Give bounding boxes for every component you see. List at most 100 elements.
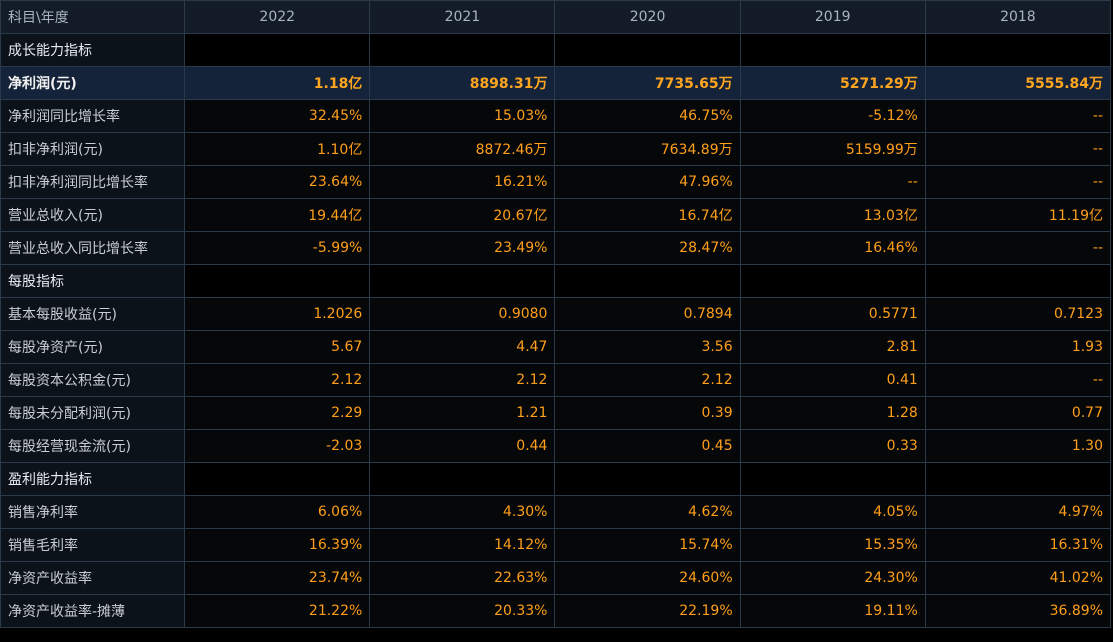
table-row-gross-profit-margin[interactable]: 销售毛利率 16.39% 14.12% 15.74% 15.35% 16.31% — [0, 528, 1112, 562]
table-body: 成长能力指标 净利润(元) 1.18亿 8898.31万 7735.65万 52… — [0, 33, 1112, 628]
header-corner-label: 科目\年度 — [0, 0, 186, 34]
value-cell: 22.19% — [554, 594, 741, 628]
table-row-net-profit-growth[interactable]: 净利润同比增长率 32.45% 15.03% 46.75% -5.12% -- — [0, 99, 1112, 133]
value-cell: 1.28 — [739, 396, 926, 430]
value-cell: 4.97% — [924, 495, 1112, 529]
table-row-deducted-net-profit-growth[interactable]: 扣非净利润同比增长率 23.64% 16.21% 47.96% -- -- — [0, 165, 1112, 199]
header-year-2022[interactable]: 2022 — [184, 0, 371, 34]
table-row-net-profit[interactable]: 净利润(元) 1.18亿 8898.31万 7735.65万 5271.29万 … — [0, 66, 1112, 100]
value-cell: 16.74亿 — [554, 198, 741, 232]
table-row-net-profit-margin[interactable]: 销售净利率 6.06% 4.30% 4.62% 4.05% 4.97% — [0, 495, 1112, 529]
value-cell: 4.30% — [369, 495, 556, 529]
section-title: 成长能力指标 — [0, 33, 186, 67]
value-cell: 2.29 — [184, 396, 371, 430]
table-row-operating-cash-flow-per-share[interactable]: 每股经营现金流(元) -2.03 0.44 0.45 0.33 1.30 — [0, 429, 1112, 463]
row-label: 净利润同比增长率 — [0, 99, 186, 133]
value-cell: 14.12% — [369, 528, 556, 562]
value-cell: 20.33% — [369, 594, 556, 628]
header-year-2020[interactable]: 2020 — [554, 0, 741, 34]
value-cell: 24.30% — [739, 561, 926, 595]
section-title: 每股指标 — [0, 264, 186, 298]
value-cell: 0.7894 — [554, 297, 741, 331]
header-year-2019[interactable]: 2019 — [739, 0, 926, 34]
value-cell: 16.39% — [184, 528, 371, 562]
header-year-2021[interactable]: 2021 — [369, 0, 556, 34]
value-cell: 5.67 — [184, 330, 371, 364]
header-year-2018[interactable]: 2018 — [924, 0, 1112, 34]
value-cell: 1.2026 — [184, 297, 371, 331]
value-cell: 0.77 — [924, 396, 1112, 430]
value-cell: 1.30 — [924, 429, 1112, 463]
row-label: 每股经营现金流(元) — [0, 429, 186, 463]
empty-cell — [739, 33, 926, 67]
value-cell: 6.06% — [184, 495, 371, 529]
table-row-roe-diluted[interactable]: 净资产收益率-摊薄 21.22% 20.33% 22.19% 19.11% 36… — [0, 594, 1112, 628]
value-cell: 2.12 — [184, 363, 371, 397]
section-title: 盈利能力指标 — [0, 462, 186, 496]
empty-cell — [369, 264, 556, 298]
value-cell: 0.33 — [739, 429, 926, 463]
table-row-capital-reserve-per-share[interactable]: 每股资本公积金(元) 2.12 2.12 2.12 0.41 -- — [0, 363, 1112, 397]
value-cell: 20.67亿 — [369, 198, 556, 232]
empty-cell — [739, 462, 926, 496]
value-cell: 0.41 — [739, 363, 926, 397]
value-cell: 1.18亿 — [184, 66, 371, 100]
empty-cell — [554, 462, 741, 496]
value-cell: 19.44亿 — [184, 198, 371, 232]
value-cell: 0.5771 — [739, 297, 926, 331]
value-cell: 4.47 — [369, 330, 556, 364]
value-cell: 21.22% — [184, 594, 371, 628]
empty-cell — [184, 462, 371, 496]
value-cell: -2.03 — [184, 429, 371, 463]
table-row-roe[interactable]: 净资产收益率 23.74% 22.63% 24.60% 24.30% 41.02… — [0, 561, 1112, 595]
value-cell: 41.02% — [924, 561, 1112, 595]
financial-indicators-table: 科目\年度 2022 2021 2020 2019 2018 成长能力指标 净利… — [0, 0, 1112, 628]
value-cell: -- — [739, 165, 926, 199]
value-cell: 1.93 — [924, 330, 1112, 364]
section-row-per-share: 每股指标 — [0, 264, 1112, 298]
value-cell: 5159.99万 — [739, 132, 926, 166]
value-cell: 2.12 — [554, 363, 741, 397]
row-label: 每股未分配利润(元) — [0, 396, 186, 430]
value-cell: 16.46% — [739, 231, 926, 265]
value-cell: 46.75% — [554, 99, 741, 133]
value-cell: 23.64% — [184, 165, 371, 199]
value-cell: 23.49% — [369, 231, 556, 265]
value-cell: 15.74% — [554, 528, 741, 562]
row-label: 销售净利率 — [0, 495, 186, 529]
value-cell: 16.31% — [924, 528, 1112, 562]
value-cell: 4.05% — [739, 495, 926, 529]
row-label: 营业总收入(元) — [0, 198, 186, 232]
section-row-profitability: 盈利能力指标 — [0, 462, 1112, 496]
section-row-growth: 成长能力指标 — [0, 33, 1112, 67]
row-label: 净利润(元) — [0, 66, 186, 100]
value-cell: 8872.46万 — [369, 132, 556, 166]
value-cell: 24.60% — [554, 561, 741, 595]
value-cell: 0.9080 — [369, 297, 556, 331]
table-row-nav-per-share[interactable]: 每股净资产(元) 5.67 4.47 3.56 2.81 1.93 — [0, 330, 1112, 364]
value-cell: 0.44 — [369, 429, 556, 463]
table-row-total-revenue-growth[interactable]: 营业总收入同比增长率 -5.99% 23.49% 28.47% 16.46% -… — [0, 231, 1112, 265]
row-label: 每股净资产(元) — [0, 330, 186, 364]
row-label: 扣非净利润(元) — [0, 132, 186, 166]
row-label: 净资产收益率-摊薄 — [0, 594, 186, 628]
value-cell: 4.62% — [554, 495, 741, 529]
table-row-undistributed-profit-per-share[interactable]: 每股未分配利润(元) 2.29 1.21 0.39 1.28 0.77 — [0, 396, 1112, 430]
value-cell: 19.11% — [739, 594, 926, 628]
row-label: 每股资本公积金(元) — [0, 363, 186, 397]
value-cell: 47.96% — [554, 165, 741, 199]
value-cell: -5.99% — [184, 231, 371, 265]
table-row-deducted-net-profit[interactable]: 扣非净利润(元) 1.10亿 8872.46万 7634.89万 5159.99… — [0, 132, 1112, 166]
value-cell: -- — [924, 363, 1112, 397]
empty-cell — [184, 264, 371, 298]
table-row-basic-eps[interactable]: 基本每股收益(元) 1.2026 0.9080 0.7894 0.5771 0.… — [0, 297, 1112, 331]
table-row-total-revenue[interactable]: 营业总收入(元) 19.44亿 20.67亿 16.74亿 13.03亿 11.… — [0, 198, 1112, 232]
value-cell: 16.21% — [369, 165, 556, 199]
empty-cell — [554, 264, 741, 298]
row-label: 营业总收入同比增长率 — [0, 231, 186, 265]
empty-cell — [739, 264, 926, 298]
value-cell: 5271.29万 — [739, 66, 926, 100]
value-cell: 23.74% — [184, 561, 371, 595]
value-cell: -- — [924, 99, 1112, 133]
value-cell: 36.89% — [924, 594, 1112, 628]
